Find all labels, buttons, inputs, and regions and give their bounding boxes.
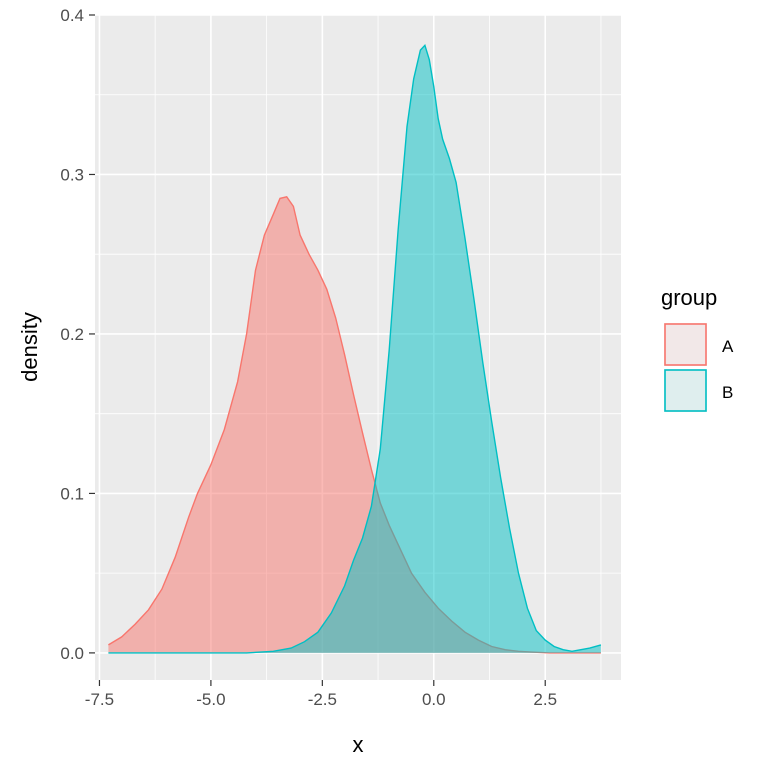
density-area-B	[108, 45, 601, 653]
x-tick-label: 2.5	[533, 690, 557, 709]
density-line-B	[108, 43, 602, 654]
x-axis-title: x	[353, 732, 364, 757]
legend: group AB	[661, 285, 734, 412]
x-axis-ticks: -7.5 -5.0 -2.5 0.0 2.5	[85, 680, 557, 709]
legend-items: AB	[664, 323, 734, 412]
density-area-A	[108, 196, 601, 653]
density-areas	[108, 43, 602, 654]
y-tick-label: 0.2	[60, 325, 84, 344]
y-tick-label: 0.3	[60, 165, 84, 184]
y-axis-ticks: 0.0 0.1 0.2 0.3 0.4	[60, 6, 95, 663]
legend-key-A	[664, 323, 707, 366]
legend-label-B: B	[722, 383, 733, 402]
legend-key-bg	[664, 369, 707, 412]
x-tick-label: -2.5	[308, 690, 337, 709]
legend-title: group	[661, 285, 717, 310]
x-tick-label: 0.0	[422, 690, 446, 709]
y-tick-label: 0.4	[60, 6, 84, 25]
legend-key-B	[664, 369, 707, 412]
y-tick-label: 0.1	[60, 484, 84, 503]
y-tick-label: 0.0	[60, 644, 84, 663]
x-tick-label: -7.5	[85, 690, 114, 709]
legend-label-A: A	[722, 337, 734, 356]
x-tick-label: -5.0	[196, 690, 225, 709]
legend-key-bg	[664, 323, 707, 366]
y-axis-title: density	[17, 312, 42, 382]
